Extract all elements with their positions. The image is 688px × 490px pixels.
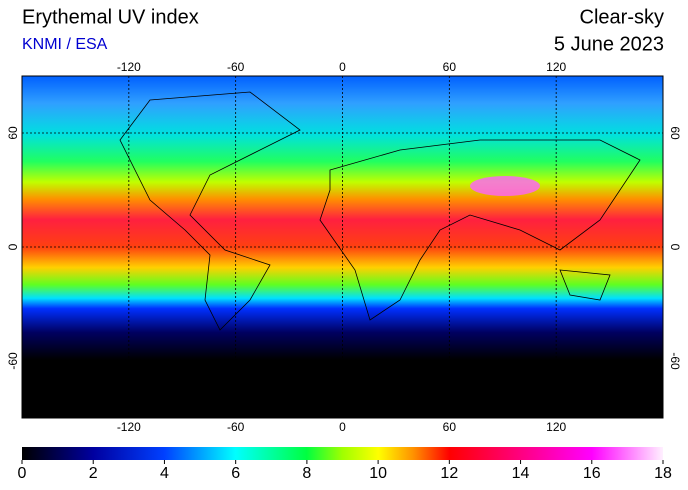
colorbar-tick-label: 16 bbox=[583, 465, 601, 482]
lat-tick-label-right: 60 bbox=[668, 126, 682, 140]
lat-tick-label-right: 0 bbox=[668, 244, 682, 251]
colorbar-tick-label: 2 bbox=[89, 465, 98, 482]
colorbar bbox=[22, 447, 663, 460]
lon-tick-label-top: -60 bbox=[227, 60, 245, 74]
lon-tick-label-bottom: 120 bbox=[546, 420, 566, 434]
colorbar-tick-label: 14 bbox=[512, 465, 530, 482]
lon-tick-label-top: 120 bbox=[546, 60, 566, 74]
title: Erythemal UV index bbox=[22, 6, 199, 28]
lat-tick-label-left: 60 bbox=[6, 126, 20, 140]
lon-tick-label-bottom: -120 bbox=[117, 420, 141, 434]
lon-tick-label-top: 60 bbox=[443, 60, 457, 74]
colorbar-tick-label: 10 bbox=[369, 465, 387, 482]
lon-tick-label-bottom: 0 bbox=[339, 420, 346, 434]
colorbar-tick-label: 8 bbox=[302, 465, 311, 482]
lat-tick-label-left: 0 bbox=[6, 243, 20, 250]
coastlines bbox=[119, 91, 641, 331]
lon-tick-label-top: -120 bbox=[117, 60, 141, 74]
mode: Clear-sky bbox=[580, 6, 664, 28]
colorbar-tick-label: 4 bbox=[160, 465, 169, 482]
colorbar-tick-label: 0 bbox=[18, 465, 27, 482]
date: 5 June 2023 bbox=[554, 33, 664, 55]
lon-tick-label-top: 0 bbox=[339, 60, 346, 74]
lon-tick-label-bottom: -60 bbox=[227, 420, 245, 434]
colorbar-tick-label: 12 bbox=[440, 465, 458, 482]
lat-tick-label-left: -60 bbox=[6, 352, 20, 370]
colorbar-tick-label: 6 bbox=[231, 465, 240, 482]
lon-tick-label-bottom: 60 bbox=[443, 420, 457, 434]
lat-tick-label-right: -60 bbox=[668, 352, 682, 370]
colorbar-tick-label: 18 bbox=[654, 465, 672, 482]
uv-maximum-region bbox=[470, 176, 540, 196]
source: KNMI / ESA bbox=[22, 36, 108, 53]
